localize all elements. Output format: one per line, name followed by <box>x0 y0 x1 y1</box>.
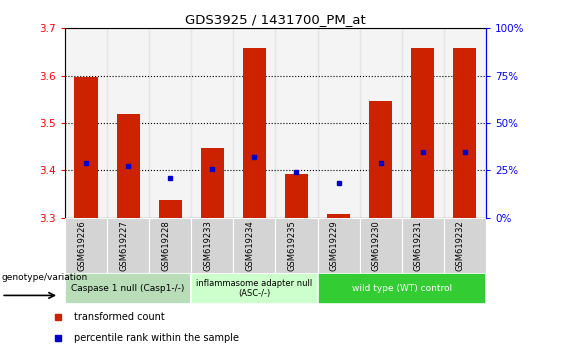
Text: GSM619226: GSM619226 <box>77 221 86 271</box>
Text: genotype/variation: genotype/variation <box>1 273 88 281</box>
Bar <box>359 28 402 218</box>
Bar <box>159 200 182 218</box>
Bar <box>369 101 392 218</box>
Text: GSM619232: GSM619232 <box>456 221 465 271</box>
Text: GSM619231: GSM619231 <box>414 221 423 271</box>
Bar <box>453 48 476 218</box>
Bar <box>107 218 149 273</box>
Bar <box>233 28 276 218</box>
Bar <box>149 28 191 218</box>
Bar <box>276 28 318 218</box>
Text: percentile rank within the sample: percentile rank within the sample <box>73 332 238 343</box>
Bar <box>65 28 107 218</box>
Bar <box>318 218 360 273</box>
Bar <box>65 273 191 304</box>
Text: transformed count: transformed count <box>73 312 164 322</box>
Bar <box>444 218 486 273</box>
Bar <box>107 28 149 218</box>
Bar <box>402 28 444 218</box>
Bar <box>444 28 486 218</box>
Bar <box>318 28 359 218</box>
Text: GSM619228: GSM619228 <box>161 221 170 271</box>
Bar <box>402 218 444 273</box>
Bar <box>191 218 233 273</box>
Text: GSM619234: GSM619234 <box>245 221 254 271</box>
Bar <box>318 273 486 304</box>
Bar <box>191 28 233 218</box>
Bar <box>191 273 318 304</box>
Title: GDS3925 / 1431700_PM_at: GDS3925 / 1431700_PM_at <box>185 13 366 26</box>
Text: GSM619227: GSM619227 <box>119 221 128 271</box>
Bar <box>201 148 224 218</box>
Text: GSM619229: GSM619229 <box>329 221 338 271</box>
Bar <box>276 218 318 273</box>
Bar <box>116 114 140 218</box>
Text: GSM619230: GSM619230 <box>372 221 381 271</box>
Bar <box>233 218 276 273</box>
Bar <box>149 218 191 273</box>
Bar <box>243 48 266 218</box>
Bar <box>359 218 402 273</box>
Text: Caspase 1 null (Casp1-/-): Caspase 1 null (Casp1-/-) <box>71 284 185 293</box>
Text: wild type (WT) control: wild type (WT) control <box>351 284 452 293</box>
Text: GSM619235: GSM619235 <box>288 221 297 271</box>
Bar <box>327 214 350 218</box>
Bar <box>65 218 107 273</box>
Text: GSM619233: GSM619233 <box>203 221 212 271</box>
Bar <box>411 48 434 218</box>
Bar <box>285 174 308 218</box>
Bar <box>75 77 98 218</box>
Text: inflammasome adapter null
(ASC-/-): inflammasome adapter null (ASC-/-) <box>196 279 312 298</box>
